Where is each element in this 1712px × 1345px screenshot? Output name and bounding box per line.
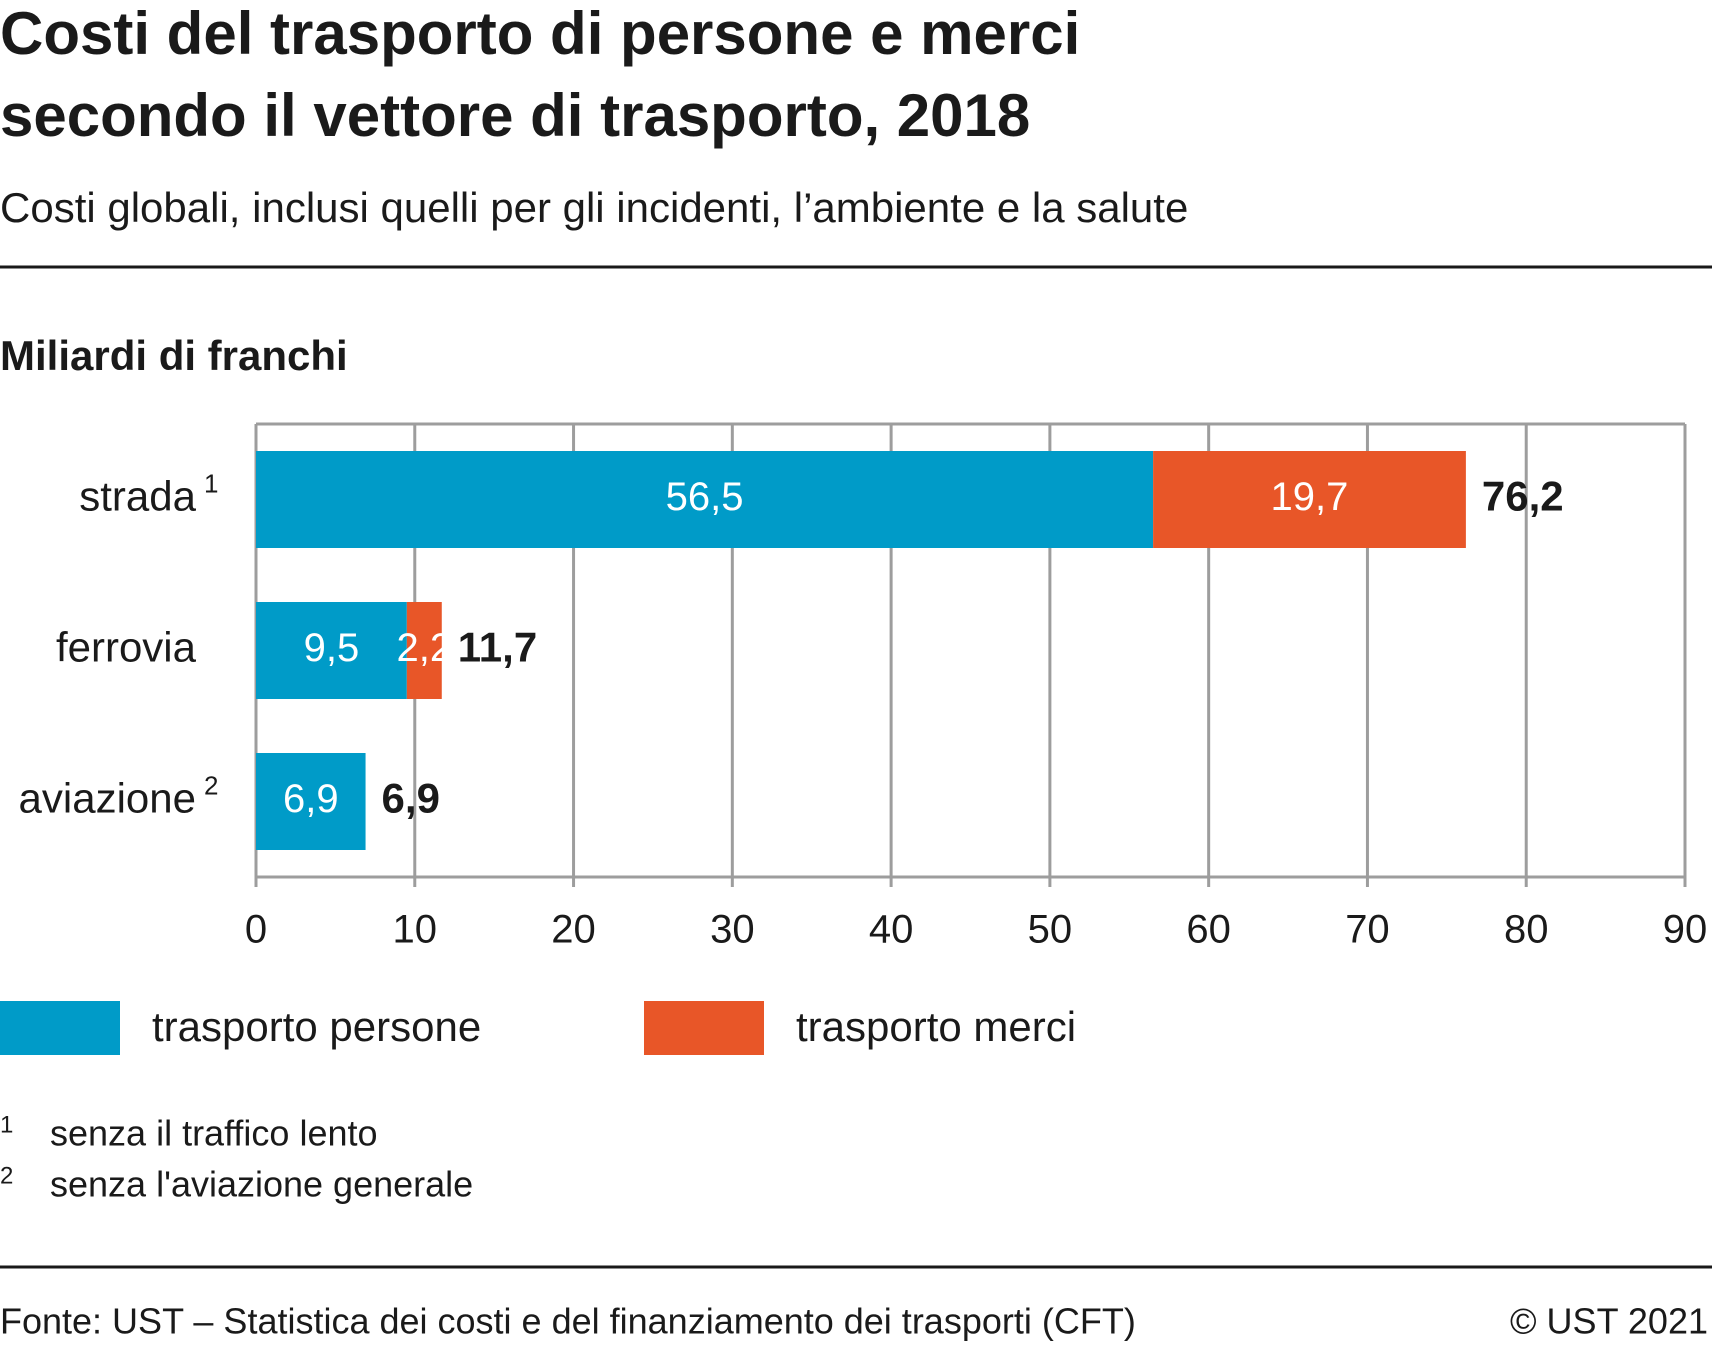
footnote-marker: 2 [0,1162,13,1189]
footnote-text: senza il traffico lento [50,1113,378,1154]
legend-label: trasporto merci [796,1003,1076,1050]
total-label: 11,7 [458,624,537,671]
x-tick-label: 80 [1504,908,1549,952]
footnote-text: senza l'aviazione generale [50,1164,473,1205]
category-note: 2 [204,770,218,800]
axis-label: Miliardi di franchi [0,332,348,379]
value-label: 9,5 [304,626,360,670]
legend-swatch [0,1001,120,1055]
category-label: ferrovia [56,624,197,671]
category-label: strada [79,473,196,520]
category-note: 1 [204,468,218,498]
source: Fonte: UST – Statistica dei costi e del … [0,1301,1136,1342]
category-label: aviazione [19,775,196,822]
chart-title: Costi del trasporto di persone e merci [0,0,1080,67]
chart-title: secondo il vettore di trasporto, 2018 [0,82,1030,149]
value-label: 56,5 [666,475,744,519]
x-tick-label: 60 [1186,908,1231,952]
footnote-marker: 1 [0,1111,13,1138]
copyright: © UST 2021 [1510,1301,1708,1342]
total-label: 6,9 [382,775,440,822]
value-label: 6,9 [283,777,339,821]
bar [1153,451,1466,548]
x-tick-label: 20 [551,908,596,952]
x-tick-label: 0 [245,908,267,952]
bar [256,602,407,699]
x-tick-label: 40 [869,908,914,952]
chart-subtitle: Costi globali, inclusi quelli per gli in… [0,184,1188,231]
value-label: 2,2 [396,626,452,670]
bar [256,753,366,850]
x-tick-label: 90 [1663,908,1708,952]
bar [406,602,442,699]
bar [256,451,1154,548]
total-label: 76,2 [1482,473,1564,520]
legend-label: trasporto persone [152,1003,481,1050]
x-tick-label: 70 [1345,908,1390,952]
x-tick-label: 10 [393,908,438,952]
x-tick-label: 30 [710,908,755,952]
legend-swatch [644,1001,764,1055]
x-tick-label: 50 [1028,908,1073,952]
value-label: 19,7 [1271,475,1349,519]
